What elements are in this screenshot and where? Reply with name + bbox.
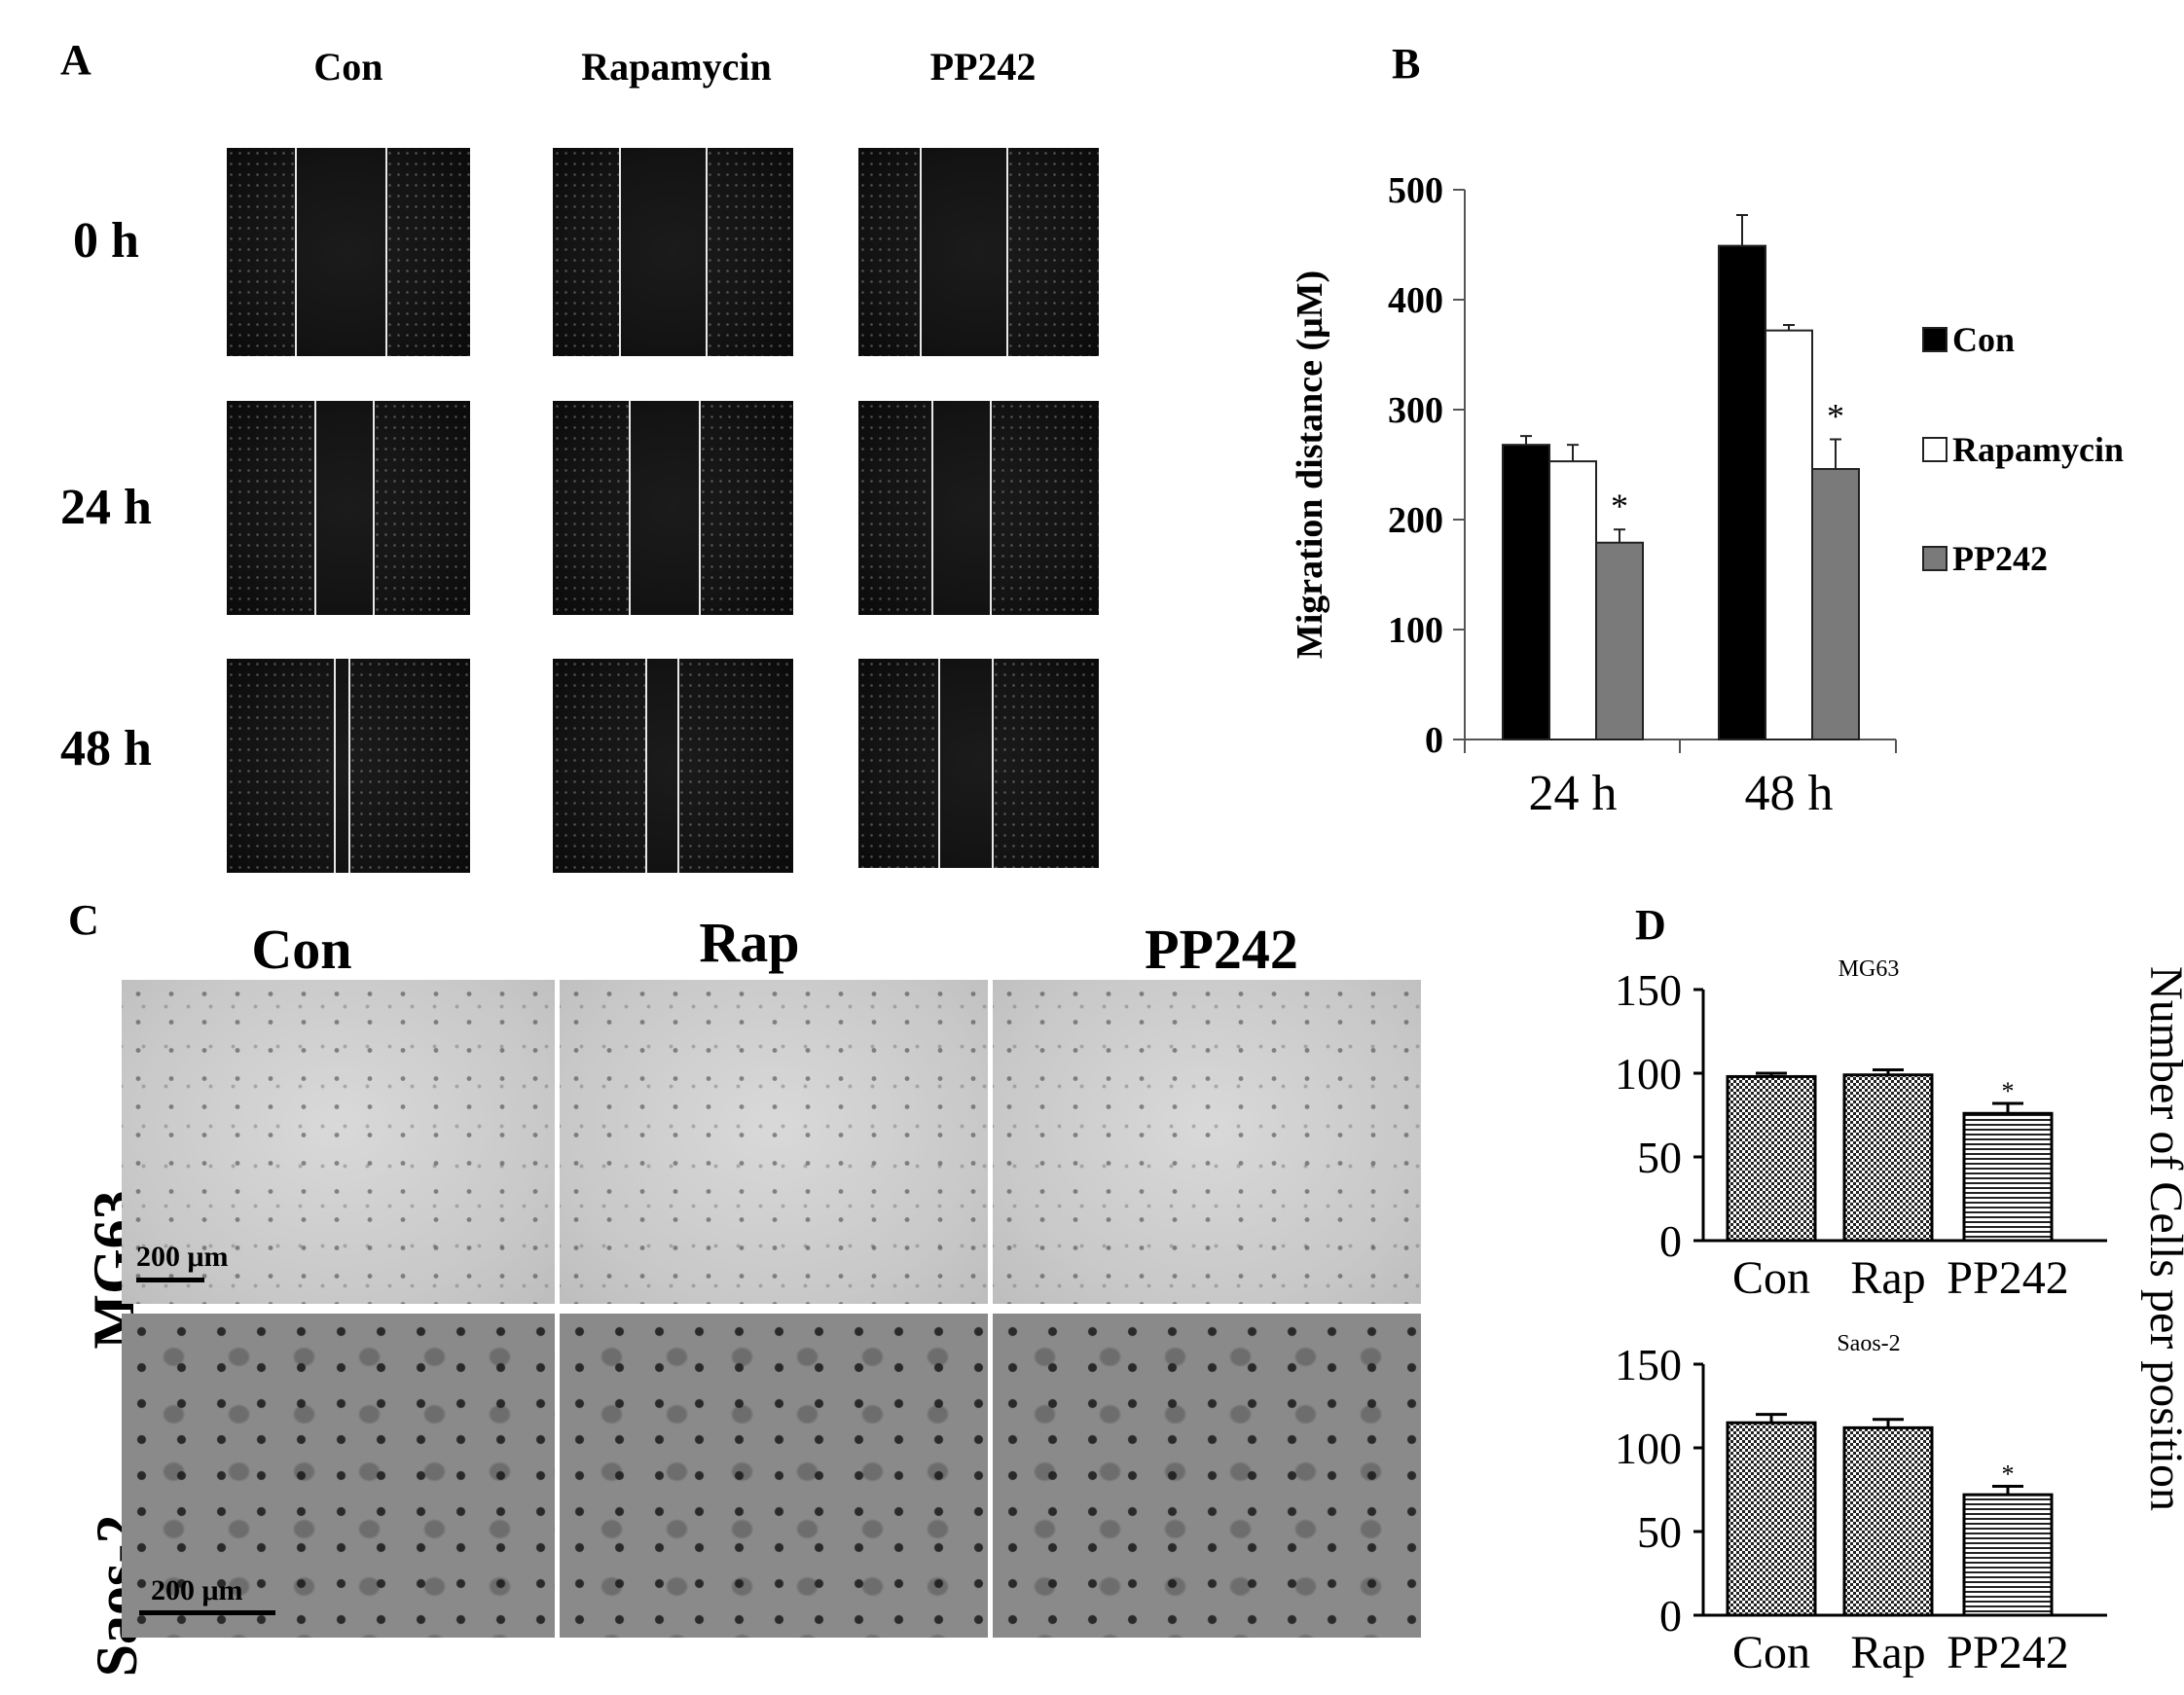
y-tick-label: 0 — [1659, 1591, 1682, 1641]
panel-a-col-con: Con — [313, 45, 383, 89]
y-tick-label: 50 — [1637, 1507, 1682, 1557]
y-tick-label: 100 — [1615, 1424, 1682, 1473]
legend-swatch-pp242 — [1922, 546, 1947, 571]
wound-image-pp242-48h — [858, 659, 1099, 868]
bar-rapamycin-48h — [1765, 329, 1813, 740]
x-tick-label: Rap — [1850, 1252, 1925, 1304]
chart-title: Saos-2 — [1837, 1331, 1900, 1356]
y-tick-label: 150 — [1615, 965, 1682, 1015]
y-tick-label: 0 — [1659, 1216, 1682, 1266]
panel-a-col-pp242: PP242 — [929, 45, 1037, 89]
y-tick-label: 150 — [1615, 1340, 1682, 1389]
wound-image-con-24h — [227, 401, 470, 615]
scale-bar-label-saos2: 200 μm — [151, 1574, 243, 1606]
wound-image-rapamycin-24h — [553, 401, 793, 615]
transwell-image-saos2-pp242 — [993, 1314, 1421, 1638]
y-tick-label: 300 — [1388, 390, 1443, 431]
wound-image-rapamycin-0h — [553, 148, 793, 356]
panel-a-col-rapamycin: Rapamycin — [581, 45, 772, 89]
panel-d-letter: D — [1635, 901, 1666, 949]
x-tick-label: PP242 — [1947, 1627, 2068, 1678]
x-tick-label: Con — [1732, 1252, 1810, 1304]
panel-a-row-24h: 24 h — [60, 480, 152, 535]
significance-mark: * — [2002, 1461, 2015, 1489]
wound-image-rapamycin-48h — [553, 659, 793, 873]
x-tick-label: 24 h — [1529, 766, 1618, 821]
bar-rapamycin-24h — [1548, 460, 1597, 740]
significance-mark: * — [1827, 397, 1844, 436]
y-axis-label: Migration distance (μM) — [1290, 270, 1330, 659]
bar-rap — [1842, 1073, 1934, 1243]
panel-c-col-con: Con — [251, 918, 352, 981]
y-tick-label: 100 — [1615, 1049, 1682, 1099]
x-tick-label: 48 h — [1745, 766, 1834, 821]
bar-con — [1726, 1421, 1817, 1617]
legend-label-pp242: PP242 — [1952, 539, 2048, 578]
panel-c-letter: C — [68, 896, 99, 944]
x-tick-label: Rap — [1850, 1627, 1925, 1678]
chart-title: MG63 — [1838, 956, 1900, 982]
transwell-image-saos2-con: 200 μm — [122, 1314, 555, 1638]
legend-label-con: Con — [1952, 320, 2015, 359]
panel-c-col-pp242: PP242 — [1145, 918, 1298, 981]
bar-con — [1726, 1074, 1817, 1243]
y-tick-label: 0 — [1425, 720, 1443, 761]
legend-swatch-rapamycin — [1922, 437, 1947, 462]
bar-pp242 — [1962, 1111, 2054, 1243]
bar-pp242-24h — [1595, 541, 1644, 741]
panel-a-letter: A — [60, 36, 91, 84]
legend-label-rapamycin: Rapamycin — [1952, 430, 2124, 469]
mg63-cell-count-chart: MG63 0 50 100 150 Con Rap * PP242 — [1615, 956, 2107, 1304]
bar-con-24h — [1502, 444, 1550, 740]
panel-a-row-48h: 48 h — [60, 721, 152, 776]
y-tick-label: 400 — [1388, 280, 1443, 321]
bar-con-48h — [1718, 244, 1766, 740]
scale-bar-label-mg63: 200 μm — [136, 1241, 229, 1273]
wound-image-pp242-0h — [858, 148, 1099, 356]
transwell-image-mg63-pp242 — [993, 980, 1421, 1304]
panel-a-row-0h: 0 h — [73, 213, 139, 269]
panel-c-col-rap: Rap — [699, 911, 800, 974]
significance-mark: * — [1611, 487, 1628, 525]
wound-image-pp242-24h — [858, 401, 1099, 615]
significance-mark: * — [2002, 1077, 2015, 1105]
saos2-cell-count-chart: Saos-2 0 50 100 150 Con Rap * PP242 — [1615, 1331, 2107, 1678]
x-tick-label: PP242 — [1947, 1252, 2068, 1304]
x-tick-label: Con — [1732, 1627, 1810, 1678]
y-tick-label: 50 — [1637, 1133, 1682, 1182]
bar-pp242 — [1962, 1493, 2054, 1617]
panel-d-ylabel: Number of Cells per position — [2140, 966, 2184, 1511]
wound-image-con-48h — [227, 659, 470, 873]
transwell-image-mg63-con: 200 μm — [122, 980, 555, 1304]
legend-swatch-con — [1922, 327, 1947, 352]
y-tick-label: 500 — [1388, 170, 1443, 211]
migration-distance-chart: 0 100 200 300 400 500 Migration distance (μM) *… — [1290, 170, 2124, 821]
panel-b-letter: B — [1392, 40, 1421, 88]
bar-pp242-48h — [1811, 468, 1860, 740]
wound-image-con-0h — [227, 148, 470, 356]
y-tick-label: 200 — [1388, 500, 1443, 541]
bar-rap — [1842, 1425, 1934, 1617]
y-tick-label: 100 — [1388, 610, 1443, 651]
transwell-image-saos2-rap — [560, 1314, 988, 1638]
transwell-image-mg63-rap — [560, 980, 988, 1304]
